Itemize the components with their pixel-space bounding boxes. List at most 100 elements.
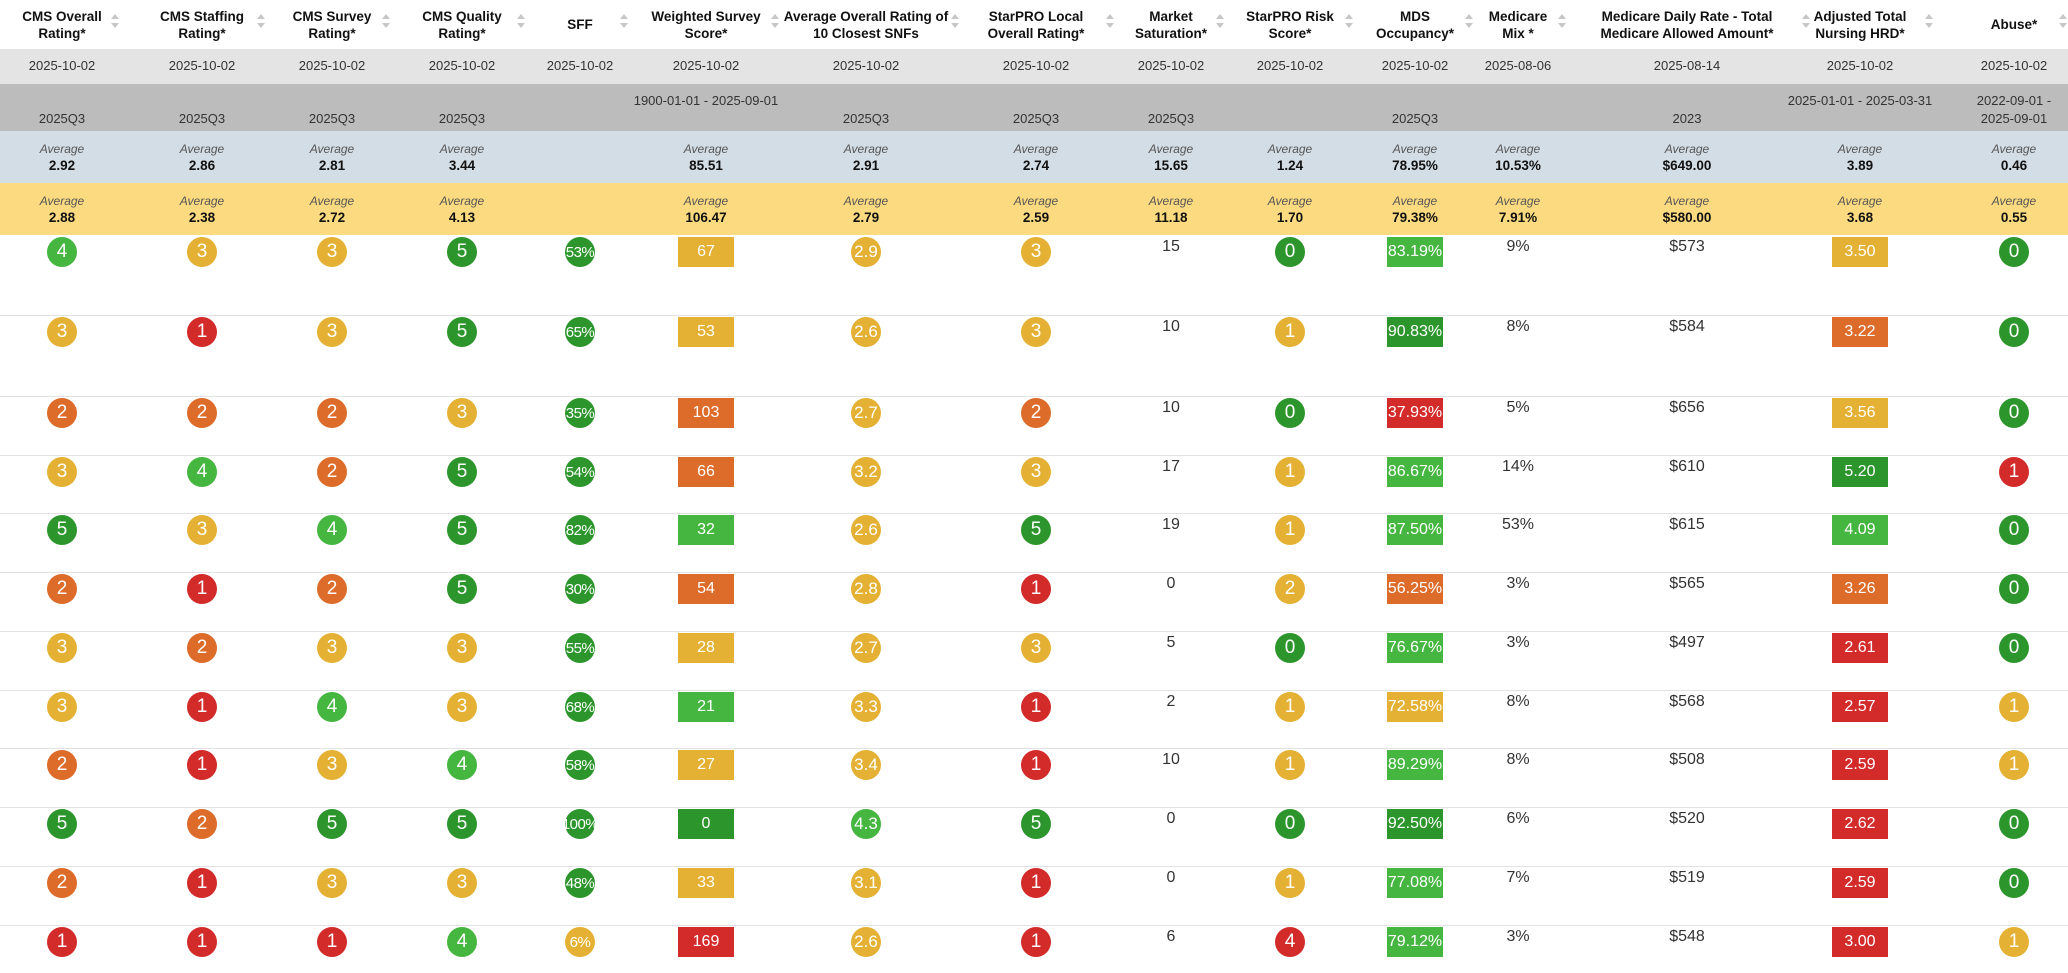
avg-10-closest-badge: 3.1	[851, 868, 881, 898]
average-value: $649.00	[1662, 158, 1712, 173]
medicare-mix-value: 9%	[1506, 238, 1530, 255]
abuse-badge: 0	[1999, 398, 2029, 428]
average-cell: Average 3.44	[397, 142, 527, 175]
date-cell: 2025-10-02	[1381, 58, 1449, 73]
sort-icon[interactable]	[2059, 14, 2067, 34]
avg-10-closest-badge: 2.6	[851, 515, 881, 545]
column-header-sff[interactable]: SFF	[530, 0, 630, 49]
average-label: Average	[1991, 142, 2037, 156]
average-value: 2.59	[1022, 210, 1050, 225]
sort-icon[interactable]	[1216, 14, 1224, 34]
average-value: 2.74	[1022, 158, 1050, 173]
average-label: Average	[683, 142, 729, 156]
date-cell: 2025-10-02	[28, 58, 96, 73]
sort-icon[interactable]	[1925, 14, 1933, 34]
average-label: Average	[1267, 142, 1313, 156]
average-cell: Average 78.95%	[1355, 142, 1475, 175]
period-cell: 2025Q3	[38, 111, 86, 126]
date-cell: 2025-10-02	[168, 58, 236, 73]
column-header-cms-survey[interactable]: CMS Survey Rating*	[272, 0, 392, 49]
sort-icon[interactable]	[382, 14, 390, 34]
abuse-badge: 1	[1999, 692, 2029, 722]
medicare-daily-rate-value: $508	[1669, 751, 1705, 768]
date-cell: 2025-10-02	[672, 58, 740, 73]
sff-badge: 100%	[562, 809, 599, 839]
mds-occupancy-badge: 56.25%	[1387, 574, 1443, 604]
date-cell: 2025-10-02	[1002, 58, 1070, 73]
starpro-risk-badge: 4	[1275, 927, 1305, 957]
column-header-weighted-survey[interactable]: Weighted Survey Score*	[631, 0, 781, 49]
cms-overall-badge: 2	[47, 574, 77, 604]
starpro-risk-badge: 1	[1275, 515, 1305, 545]
column-header-avg-10-closest[interactable]: Average Overall Rating of 10 Closest SNF…	[771, 0, 961, 49]
avg-10-closest-badge: 2.8	[851, 574, 881, 604]
medicare-daily-rate-value: $565	[1669, 575, 1705, 592]
average-label: Average	[843, 194, 889, 208]
average-value: 78.95%	[1392, 158, 1438, 173]
row-divider	[0, 748, 2068, 749]
column-header-medicare-daily-rate[interactable]: Medicare Daily Rate - Total Medicare All…	[1562, 0, 1812, 49]
column-header-starpro-local[interactable]: StarPRO Local Overall Rating*	[956, 0, 1116, 49]
sort-icon[interactable]	[1345, 14, 1353, 34]
medicare-mix-value: 5%	[1506, 399, 1530, 416]
average-label: Average	[39, 142, 85, 156]
average-value: 85.51	[689, 158, 723, 173]
sort-icon[interactable]	[517, 14, 525, 34]
period-cell: 2022-09-01 - 2025-09-01	[1976, 93, 2052, 126]
sff-badge: 6%	[565, 927, 595, 957]
sff-badge: 30%	[565, 574, 595, 604]
column-header-mds-occupancy[interactable]: MDS Occupancy*	[1355, 0, 1475, 49]
date-cell: 2025-10-02	[832, 58, 900, 73]
column-header-label: MDS Occupancy*	[1375, 8, 1455, 41]
period-cell: 2025Q3	[1012, 111, 1060, 126]
sort-icon[interactable]	[257, 14, 265, 34]
column-header-abuse[interactable]: Abuse*	[1959, 0, 2068, 49]
sff-badge: 68%	[565, 692, 595, 722]
cms-staffing-badge: 3	[187, 515, 217, 545]
cms-staffing-badge: 2	[187, 809, 217, 839]
average-cell: Average 0.55	[1959, 194, 2068, 227]
starpro-local-badge: 1	[1021, 868, 1051, 898]
sort-icon[interactable]	[771, 14, 779, 34]
weighted-survey-badge: 33	[678, 868, 734, 898]
average-cell: Average 1.70	[1225, 194, 1355, 227]
average-label: Average	[1664, 194, 1710, 208]
sort-icon[interactable]	[951, 14, 959, 34]
sort-icon[interactable]	[1465, 14, 1473, 34]
starpro-local-badge: 1	[1021, 692, 1051, 722]
sort-icon[interactable]	[1106, 14, 1114, 34]
average-cell: Average 106.47	[631, 194, 781, 227]
column-header-label: CMS Survey Rating*	[292, 8, 372, 41]
column-header-label: StarPRO Risk Score*	[1246, 8, 1334, 41]
average-value: 10.53%	[1495, 158, 1541, 173]
sort-icon[interactable]	[111, 14, 119, 34]
cms-survey-badge: 3	[317, 868, 347, 898]
sort-icon[interactable]	[1558, 14, 1566, 34]
sort-icon[interactable]	[620, 14, 628, 34]
cms-quality-badge: 3	[447, 398, 477, 428]
sort-icon[interactable]	[1802, 14, 1810, 34]
column-header-starpro-risk[interactable]: StarPRO Risk Score*	[1225, 0, 1355, 49]
nursing-hrd-badge: 2.57	[1832, 692, 1888, 722]
medicare-mix-value: 8%	[1506, 751, 1530, 768]
average-value: 106.47	[685, 210, 727, 225]
cms-overall-badge: 5	[47, 515, 77, 545]
date-cell: 2025-10-02	[1256, 58, 1324, 73]
mds-occupancy-badge: 77.08%	[1387, 868, 1443, 898]
column-header-cms-quality[interactable]: CMS Quality Rating*	[397, 0, 527, 49]
starpro-local-badge: 3	[1021, 633, 1051, 663]
column-header-nursing-hrd[interactable]: Adjusted Total Nursing HRD*	[1785, 0, 1935, 49]
starpro-risk-badge: 1	[1275, 317, 1305, 347]
column-header-market-saturation[interactable]: Market Saturation*	[1116, 0, 1226, 49]
average-label: Average	[1148, 142, 1194, 156]
date-cell: 2025-10-02	[298, 58, 366, 73]
cms-staffing-badge: 4	[187, 457, 217, 487]
column-header-medicare-mix[interactable]: Medicare Mix *	[1468, 0, 1568, 49]
date-cell: 2025-10-02	[1980, 58, 2048, 73]
column-header-cms-overall[interactable]: CMS Overall Rating*	[3, 0, 121, 49]
period-cell: 1900-01-01 - 2025-09-01	[633, 93, 779, 108]
mds-occupancy-badge: 92.50%	[1387, 809, 1443, 839]
column-header-cms-staffing[interactable]: CMS Staffing Rating*	[137, 0, 267, 49]
cms-overall-badge: 3	[47, 692, 77, 722]
average-value: 79.38%	[1392, 210, 1438, 225]
